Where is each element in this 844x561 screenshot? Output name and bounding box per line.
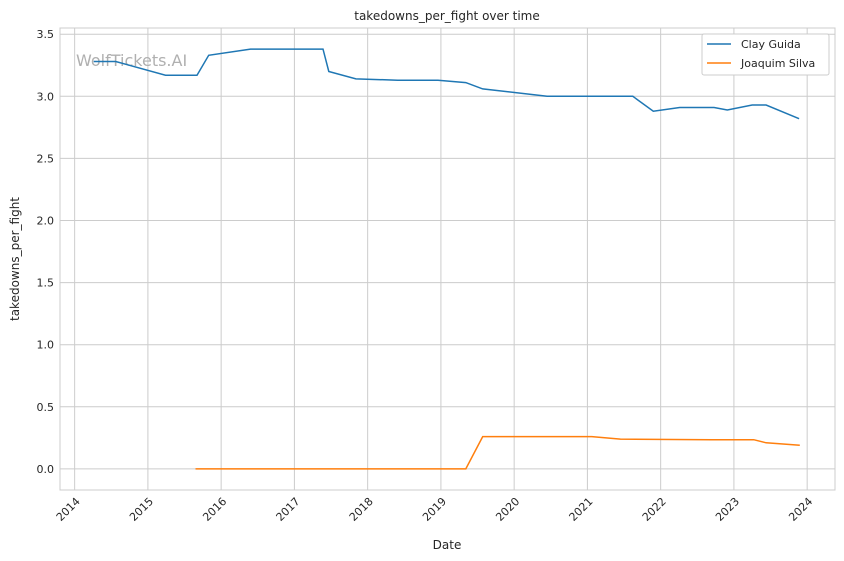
x-tick-label: 2023: [713, 495, 742, 524]
series-line-clay-guida: [93, 48, 800, 120]
x-tick-label: 2022: [640, 495, 669, 524]
y-tick-label: 2.0: [37, 215, 55, 228]
y-tick-label: 0.5: [37, 401, 55, 414]
x-tick-label: 2020: [493, 495, 522, 524]
y-tick-label: 2.5: [37, 152, 55, 165]
x-tick-label: 2015: [127, 495, 156, 524]
x-tick-label: 2014: [54, 495, 83, 524]
legend-label-joaquim-silva: Joaquim Silva: [740, 57, 815, 70]
x-tick-label: 2021: [567, 495, 596, 524]
x-tick-label: 2019: [420, 495, 449, 524]
y-tick-label: 3.5: [37, 28, 55, 41]
y-tick-labels: 0.0 0.5 1.0 1.5 2.0 2.5 3.0 3.5: [37, 28, 55, 476]
grid: [60, 28, 835, 490]
y-tick-label: 1.5: [37, 277, 55, 290]
y-axis-label: takedowns_per_fight: [8, 197, 22, 321]
y-tick-label: 1.0: [37, 339, 55, 352]
series-line-joaquim-silva: [195, 435, 800, 470]
x-tick-label: 2017: [274, 495, 303, 524]
x-tick-label: 2018: [347, 495, 376, 524]
x-tick-label: 2024: [786, 495, 815, 524]
x-axis-label: Date: [433, 538, 462, 552]
x-tick-labels: 2014 2015 2016 2017 2018 2019 2020 2021 2022 2023…: [54, 495, 816, 524]
legend: Clay Guida Joaquim Silva: [701, 33, 830, 76]
plot-frame: [59, 27, 836, 491]
series-layer: [93, 48, 800, 470]
y-tick-label: 3.0: [37, 90, 55, 103]
legend-frame: [701, 33, 830, 76]
watermark: WolfTickets.AI: [76, 51, 187, 70]
chart-title: takedowns_per_fight over time: [354, 9, 540, 23]
y-tick-label: 0.0: [37, 463, 55, 476]
legend-label-clay-guida: Clay Guida: [741, 38, 801, 51]
x-tick-label: 2016: [200, 495, 229, 524]
